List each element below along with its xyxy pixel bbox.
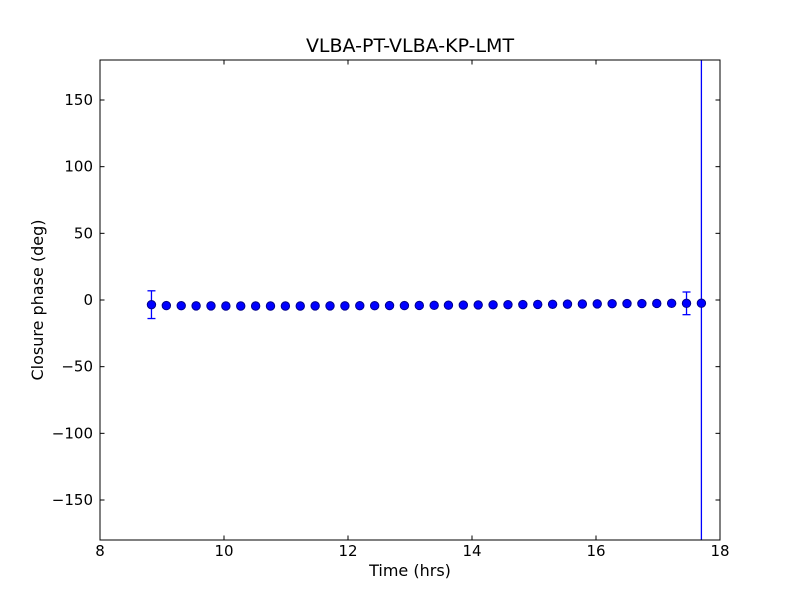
data-point <box>592 299 602 309</box>
data-point <box>518 299 528 310</box>
data-point <box>414 300 424 311</box>
data-point <box>399 300 410 311</box>
chart-title: VLBA-PT-VLBA-KP-LMT <box>305 35 515 57</box>
data-point <box>161 300 172 311</box>
data-point <box>295 301 305 311</box>
data-point <box>607 299 617 309</box>
data-point <box>666 298 677 309</box>
data-point <box>355 301 365 311</box>
y-tick-label: 150 <box>64 91 93 109</box>
x-tick-label: 10 <box>214 542 233 560</box>
data-point <box>562 299 573 309</box>
x-tick-label: 16 <box>586 542 605 560</box>
data-point <box>384 300 395 311</box>
data-point <box>250 301 261 311</box>
y-tick-label: −50 <box>61 358 93 376</box>
y-tick-label: 0 <box>83 291 93 309</box>
y-tick-label: −150 <box>52 491 93 509</box>
data-point <box>280 301 291 311</box>
y-tick-label: 50 <box>74 224 93 242</box>
data-point <box>325 301 335 311</box>
data-point <box>503 299 513 310</box>
data-point <box>443 300 454 310</box>
data-point <box>429 300 439 311</box>
data-point <box>310 301 320 311</box>
data-point <box>236 301 246 311</box>
y-axis-label: Closure phase (deg) <box>28 219 47 381</box>
data-point <box>146 299 157 310</box>
y-tick-label: −100 <box>52 424 93 442</box>
data-point <box>176 301 186 311</box>
data-point <box>547 299 558 309</box>
data-point <box>622 298 632 309</box>
x-tick-label: 8 <box>95 542 105 560</box>
data-point <box>340 301 350 311</box>
x-tick-label: 12 <box>338 542 357 560</box>
data-point <box>191 301 201 311</box>
x-tick-label: 14 <box>462 542 481 560</box>
data-point <box>221 301 231 311</box>
data-point <box>488 300 498 310</box>
data-point <box>473 300 483 310</box>
data-point <box>265 301 276 311</box>
data-point <box>369 301 380 311</box>
data-point <box>533 299 543 310</box>
data-point <box>206 301 216 311</box>
data-point <box>458 300 469 310</box>
x-axis-label: Time (hrs) <box>369 561 451 580</box>
x-tick-label: 18 <box>710 542 729 560</box>
data-point <box>577 299 588 309</box>
data-point <box>637 298 647 309</box>
error-bars-group <box>147 60 703 540</box>
data-point <box>696 298 707 308</box>
data-point <box>681 298 692 309</box>
y-tick-label: 100 <box>64 158 93 176</box>
data-point <box>652 298 662 309</box>
